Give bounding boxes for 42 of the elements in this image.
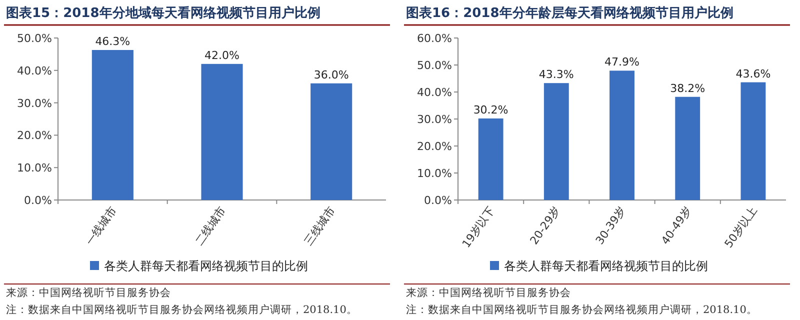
data-label: 46.3% xyxy=(95,34,130,48)
legend-label: 各类人群每天都看网络视频节目的比例 xyxy=(504,259,708,273)
y-tick-label: 40.0% xyxy=(17,64,52,78)
bar xyxy=(310,83,352,200)
bar xyxy=(610,70,634,200)
bar xyxy=(740,82,766,200)
y-tick-label: 20.0% xyxy=(417,140,452,153)
source-note: 来源：中国网络视听节目服务协会 xyxy=(6,286,171,299)
y-tick-label: 0.0% xyxy=(424,194,452,207)
bar xyxy=(201,64,243,200)
y-tick-label: 10.0% xyxy=(417,167,452,180)
data-label: 47.9% xyxy=(604,56,640,69)
text: 注：数据来自中国网络视听节目服务协会网络视频用户调研，2018.10。 xyxy=(406,303,758,316)
chart-title: 图表15：2018年分地域每天看网络视频节目用户比例 xyxy=(6,5,320,21)
data-label: 30.2% xyxy=(473,103,508,116)
x-tick-label: 一线城市 xyxy=(83,204,120,248)
data-label: 36.0% xyxy=(314,68,349,82)
legend-label: 各类人群每天都看网络视频节目的比例 xyxy=(104,259,308,273)
chart-title: 图表16：2018年分年龄层每天看网络视频节目用户比例 xyxy=(406,5,734,21)
bar xyxy=(478,118,504,200)
data-label: 43.6% xyxy=(736,67,771,80)
y-tick-label: 30.0% xyxy=(417,113,452,126)
data-label: 43.3% xyxy=(538,68,574,82)
x-tick-label: 二线城市 xyxy=(192,204,228,248)
y-tick-label: 40.0% xyxy=(417,86,452,99)
data-label: 38.2% xyxy=(670,82,706,95)
bar xyxy=(544,83,569,200)
data-label: 42.0% xyxy=(204,48,240,62)
bar xyxy=(92,50,134,200)
y-tick-label: 50.0% xyxy=(417,59,452,72)
y-tick-label: 10.0% xyxy=(17,162,52,175)
y-tick-label: 0.0% xyxy=(24,194,52,207)
y-tick-label: 60.0% xyxy=(417,32,452,45)
y-tick-label: 30.0% xyxy=(17,96,52,110)
y-tick-label: 50.0% xyxy=(17,32,52,45)
text: 注：数据来自中国网络视听节目服务协会网络视频用户调研，2018.10。 xyxy=(6,303,358,316)
y-tick-label: 20.0% xyxy=(17,129,52,142)
x-tick-label: 50岁以上 xyxy=(722,204,760,250)
x-tick-label: 三线城市 xyxy=(302,204,338,248)
bar xyxy=(675,96,700,200)
x-tick-label: 19岁以下 xyxy=(460,204,498,250)
source-note: 来源：中国网络视听节目服务协会 xyxy=(406,286,571,299)
